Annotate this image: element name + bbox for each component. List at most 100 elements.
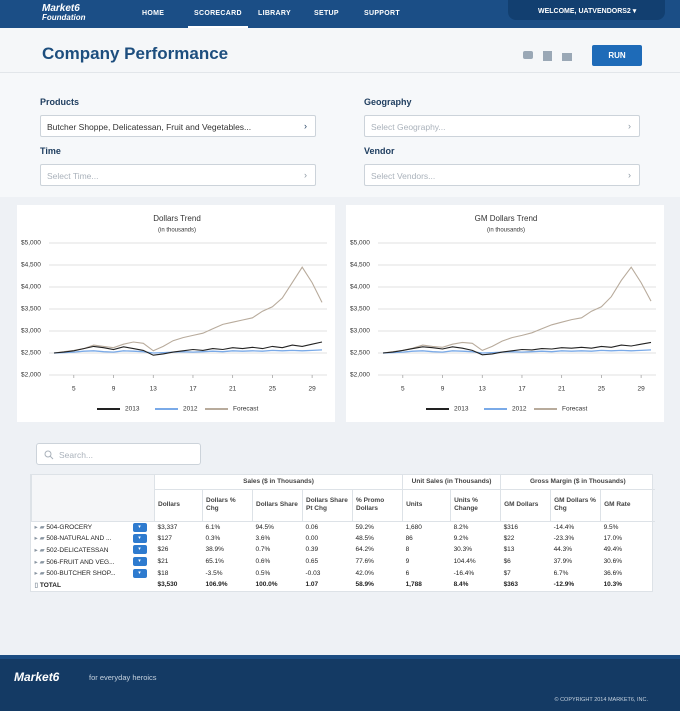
run-button[interactable]: RUN xyxy=(592,45,642,66)
cell: 6 xyxy=(405,569,410,577)
footer-logo: Market6 xyxy=(14,670,60,684)
y-tick-label: $5,000 xyxy=(350,240,370,247)
column-header: Dollars xyxy=(154,489,203,522)
cell: $127 xyxy=(157,534,172,542)
row-menu-button[interactable]: ▾ xyxy=(132,568,147,578)
filter-input[interactable]: Select Geography... › xyxy=(364,115,640,137)
row-menu-cell: ▾ xyxy=(130,533,155,545)
cell: 9.5% xyxy=(603,523,619,531)
x-tick-label: 29 xyxy=(637,386,645,393)
welcome[interactable]: WELCOME, UATVENDORS2 ▾ xyxy=(508,0,665,20)
row-menu-button[interactable]: ▾ xyxy=(132,533,147,543)
row-icon: ▸ ▰ xyxy=(34,558,47,566)
cell: $21 xyxy=(157,558,169,566)
logo: Market6 Foundation xyxy=(42,3,86,23)
cell: 6.1% xyxy=(205,523,221,531)
series-line xyxy=(382,266,652,354)
legend-label: 2013 xyxy=(454,406,469,413)
x-tick-label: 25 xyxy=(269,386,277,393)
table-row: ▸ ▰ 502-DELICATESSAN ▾ $26 38.9% 0.7% 0.39 64.… xyxy=(32,544,655,556)
row-label: 506-FRUIT AND VEG... xyxy=(46,558,115,566)
search-icon xyxy=(44,450,54,460)
cell: $3,337 xyxy=(157,523,178,531)
row-label: 504-GROCERY xyxy=(46,524,93,532)
group-header: Unit Sales (in Thousands) xyxy=(402,475,501,490)
column-header: Units xyxy=(402,489,451,522)
filter-value: Select Vendors... xyxy=(371,171,436,181)
page-title: Company Performance xyxy=(42,44,229,63)
chart-title: GM Dollars Trend xyxy=(475,214,538,223)
column-header: Dollars % Chg xyxy=(202,489,253,522)
table-row: ▸ ▰ 504-GROCERY ▾ $3,337 6.1% 94.5% 0.06 59.2%… xyxy=(32,521,655,533)
nav-item[interactable]: LIBRARY xyxy=(258,10,291,17)
row-menu-cell xyxy=(130,579,155,591)
row-menu-button[interactable]: ▾ xyxy=(132,545,147,555)
chart: GM Dollars Trend (in thousands) $2,000 $2,5… xyxy=(346,205,664,422)
filter-value: Select Time... xyxy=(47,171,99,181)
legend-label: 2012 xyxy=(183,406,198,413)
cell: 0.00 xyxy=(305,534,319,542)
nav-item[interactable]: SETUP xyxy=(314,10,339,17)
cell: $3,530 xyxy=(157,581,178,589)
row-name: ▸ ▰ 502-DELICATESSAN xyxy=(32,544,130,556)
chevron: › xyxy=(304,121,307,131)
cell: 6.7% xyxy=(553,569,569,577)
x-tick-label: 5 xyxy=(401,386,405,393)
legend-label: 2012 xyxy=(512,406,527,413)
cell: 59.2% xyxy=(355,523,374,531)
y-tick-label: $3,500 xyxy=(350,306,370,313)
y-tick-label: $5,000 xyxy=(21,240,41,247)
chart-title: Dollars Trend xyxy=(153,214,201,223)
nav-item[interactable]: SCORECARD xyxy=(188,10,248,28)
cell: 0.7% xyxy=(255,546,271,554)
cell: -3.5% xyxy=(205,569,223,577)
column-header: Dollars Share Pt Chg xyxy=(302,489,353,522)
row-menu-button[interactable]: ▾ xyxy=(132,522,147,532)
cell: 17.0% xyxy=(603,534,622,542)
y-tick-label: $4,000 xyxy=(350,284,370,291)
cell: 100.0% xyxy=(255,581,278,589)
x-tick-label: 17 xyxy=(189,386,197,393)
top-nav: Market6 Foundation HOME SCORECARD LIBRARY S… xyxy=(0,0,680,28)
row-menu-button[interactable]: ▾ xyxy=(132,557,147,567)
row-label: TOTAL xyxy=(39,581,61,589)
logo-line: Market6 xyxy=(42,3,80,14)
x-tick-label: 25 xyxy=(598,386,606,393)
copyright: © COPYRIGHT 2014 MARKET6, INC. xyxy=(554,697,648,703)
cell: 0.39 xyxy=(305,546,319,554)
cell: 0.65 xyxy=(305,558,319,566)
chart: Dollars Trend (in thousands) $2,000 $2,500 $… xyxy=(17,205,335,422)
y-tick-label: $3,000 xyxy=(21,328,41,335)
column-header: GM Rate xyxy=(600,489,655,522)
series-line xyxy=(53,349,323,354)
nav-item[interactable]: SUPPORT xyxy=(364,10,400,17)
cell: 0.6% xyxy=(255,558,271,566)
y-tick-label: $2,000 xyxy=(21,372,41,379)
row-label: 500-BUTCHER SHOP... xyxy=(46,570,116,578)
nav-item[interactable]: HOME xyxy=(142,10,165,17)
cell: 58.9% xyxy=(355,581,374,589)
column-header: Units % Change xyxy=(450,489,501,522)
table-row: ▸ ▰ 508-NATURAL AND ... ▾ $127 0.3% 3.6% 0.00… xyxy=(32,533,655,545)
toolbar-icons[interactable] xyxy=(520,48,576,64)
filter-input[interactable]: Butcher Shoppe, Delicatessan, Fruit and … xyxy=(40,115,316,137)
row-icon: ▸ ▰ xyxy=(34,546,47,554)
search-box[interactable]: Search... xyxy=(36,443,201,465)
filter-value: Select Geography... xyxy=(371,122,446,132)
x-tick-label: 29 xyxy=(308,386,316,393)
y-tick-label: $4,000 xyxy=(21,284,41,291)
row-label: 502-DELICATESSAN xyxy=(46,546,109,554)
filter-input[interactable]: Select Time... › xyxy=(40,164,316,186)
cell: $18 xyxy=(157,569,169,577)
search-placeholder: Search... xyxy=(59,450,94,460)
filter-value: Butcher Shoppe, Delicatessan, Fruit and … xyxy=(47,122,252,132)
filter-input[interactable]: Select Vendors... › xyxy=(364,164,640,186)
y-tick-label: $4,500 xyxy=(350,262,370,269)
cell: 1.07 xyxy=(305,581,319,589)
group-row: Sales ($ in Thousands) Unit Sales (in Tho… xyxy=(31,475,655,522)
series-line xyxy=(382,341,652,356)
cell: -12.9% xyxy=(553,581,575,589)
row-menu-cell: ▾ xyxy=(130,556,155,568)
series-line xyxy=(382,349,652,354)
